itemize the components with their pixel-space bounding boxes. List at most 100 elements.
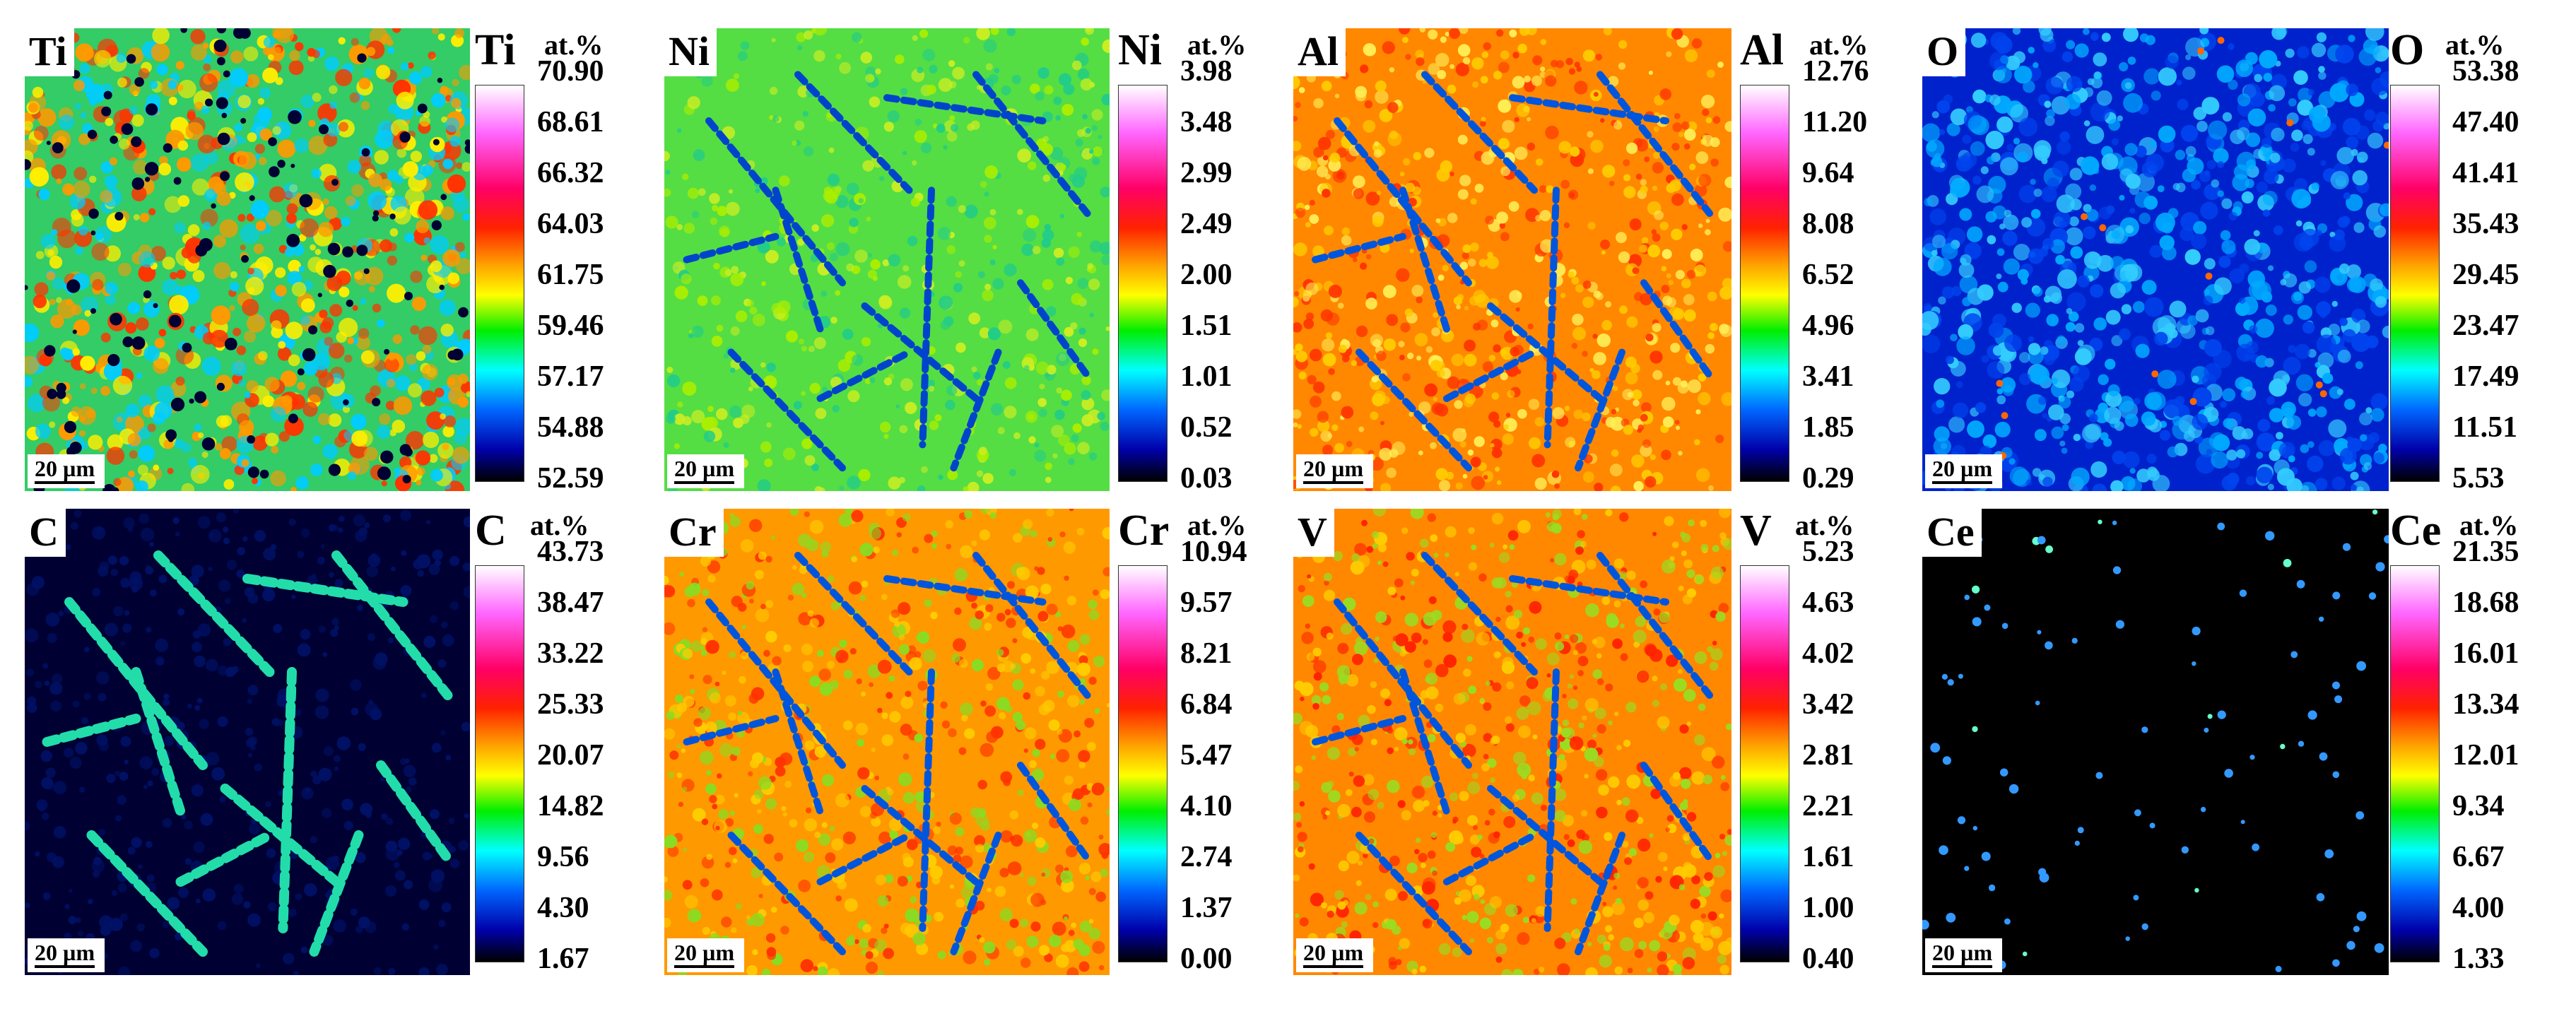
map-speckle — [1354, 902, 1368, 915]
map-speckle — [2062, 51, 2074, 63]
map-speckle — [1303, 319, 1315, 329]
map-speckle — [2256, 432, 2276, 452]
map-speckle — [828, 147, 835, 153]
map-speckle — [1295, 765, 1303, 774]
map-speckle — [271, 446, 279, 454]
map-speckle — [976, 379, 984, 386]
map-speckle — [716, 324, 724, 332]
map-speckle — [691, 325, 704, 338]
map-speckle — [845, 509, 853, 515]
legend-tick-label: 11.51 — [2452, 411, 2518, 444]
color-legend-ti: Ti at.% 70.90 68.61 66.32 64.03 61.75 59.46 57.1… — [474, 28, 650, 502]
map-speckle — [830, 317, 837, 324]
map-speckle — [2346, 136, 2359, 149]
map-speckle — [247, 753, 252, 757]
map-speckle — [1421, 775, 1434, 789]
map-speckle — [839, 61, 851, 74]
map-speckle — [440, 324, 454, 337]
map-speckle — [110, 568, 118, 577]
map-speckle — [1649, 454, 1656, 461]
map-speckle — [302, 401, 318, 417]
dark-spot — [25, 159, 31, 170]
map-speckle — [111, 890, 117, 896]
map-speckle — [1654, 126, 1659, 132]
map-speckle — [1463, 668, 1471, 677]
map-speckle — [1652, 370, 1663, 380]
dark-spot — [440, 194, 447, 201]
map-speckle — [2059, 440, 2066, 447]
map-speckle — [1420, 690, 1429, 699]
map-speckle — [312, 353, 330, 370]
map-speckle — [366, 565, 378, 577]
map-speckle — [1498, 552, 1510, 563]
map-speckle — [2221, 198, 2233, 209]
map-speckle — [2358, 47, 2377, 66]
map-speckle — [1958, 262, 1975, 278]
map-speckle — [2269, 408, 2284, 423]
map-speckle — [1661, 449, 1671, 461]
map-speckle — [1987, 361, 2005, 379]
map-speckle — [1416, 355, 1422, 361]
map-speckle — [740, 651, 749, 660]
map-speckle — [1461, 629, 1475, 643]
map-speckle — [1363, 853, 1368, 858]
map-speckle — [380, 777, 385, 782]
map-speckle — [252, 435, 268, 451]
elemental-map-c: C 20 µm — [25, 509, 470, 975]
map-speckle — [1674, 113, 1681, 119]
map-speckle — [914, 733, 923, 743]
map-speckle — [462, 213, 470, 221]
map-speckle — [1411, 785, 1425, 799]
map-speckle — [1411, 969, 1418, 975]
map-speckle — [1295, 343, 1303, 352]
map-speckle — [2290, 291, 2305, 305]
map-speckle — [45, 613, 60, 627]
map-speckle — [2057, 335, 2066, 344]
map-speckle — [1092, 348, 1099, 355]
map-speckle — [107, 555, 117, 565]
map-speckle — [360, 298, 367, 305]
legend-element-name: O — [2390, 26, 2425, 74]
map-speckle — [2141, 411, 2156, 426]
map-speckle — [726, 78, 739, 92]
map-speckle — [451, 98, 461, 109]
map-speckle — [983, 39, 997, 53]
map-speckle — [2330, 170, 2349, 189]
map-speckle — [349, 92, 360, 103]
map-speckle — [881, 712, 888, 719]
map-speckle — [859, 938, 869, 949]
map-speckle — [1046, 365, 1057, 375]
map-speckle — [1626, 774, 1641, 789]
map-speckle — [1072, 423, 1082, 433]
map-speckle — [2042, 476, 2053, 488]
map-speckle — [2359, 412, 2372, 426]
map-speckle — [1398, 891, 1408, 902]
map-speckle — [2348, 35, 2356, 42]
map-speckle — [701, 75, 713, 87]
map-speckle — [1540, 239, 1554, 253]
map-speckle — [1562, 693, 1567, 699]
map-speckle — [164, 736, 175, 746]
map-speckle — [1575, 642, 1587, 654]
map-speckle — [265, 801, 271, 808]
dark-spot — [399, 444, 411, 456]
map-speckle — [813, 966, 818, 972]
map-speckle — [148, 208, 156, 216]
map-speckle — [678, 801, 683, 807]
map-speckle — [1535, 215, 1542, 222]
map-speckle — [1338, 344, 1347, 353]
map-speckle — [352, 305, 358, 311]
map-speckle — [667, 845, 679, 857]
map-speckle — [317, 556, 325, 565]
map-speckle — [2124, 143, 2138, 156]
map-speckle — [1555, 642, 1565, 651]
map-speckle — [702, 627, 708, 632]
map-speckle — [1704, 872, 1713, 881]
map-speckle — [428, 454, 438, 464]
map-speckle — [1469, 242, 1479, 252]
map-speckle — [900, 88, 908, 95]
map-speckle — [835, 195, 849, 208]
map-speckle — [1064, 575, 1069, 581]
elemental-map-cr: Cr 20 µm — [664, 509, 1110, 975]
